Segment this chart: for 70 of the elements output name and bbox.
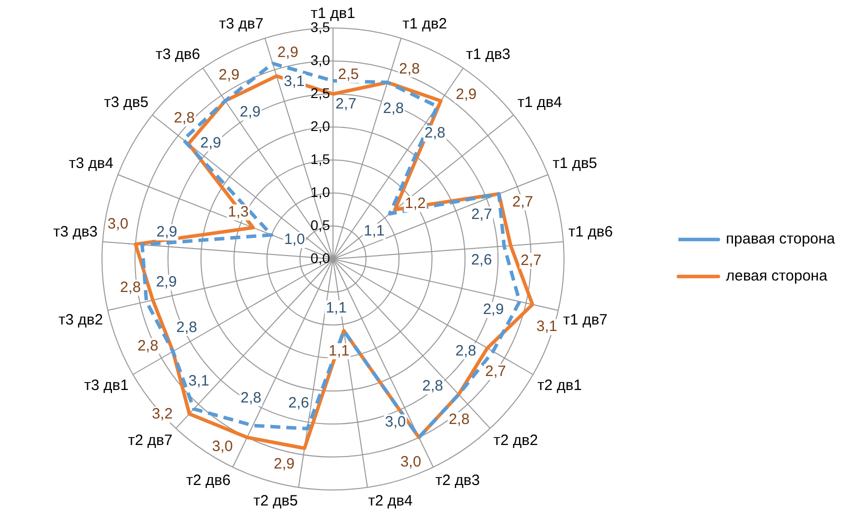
data-label: 2,6 [288,394,310,412]
data-label: 2,8 [120,278,141,296]
data-label: 1,1 [364,222,385,240]
y-tick-label: 1,5 [310,150,330,167]
spoke-label: т1 дв2 [402,16,448,33]
data-label: 2,5 [338,66,359,83]
spoke-label: т2 дв3 [435,472,480,489]
data-label: 3,1 [188,372,210,390]
y-tick-label: 3,0 [310,52,330,68]
y-tick-label: 1,0 [310,184,330,200]
data-label: 2,7 [485,363,506,380]
data-label: 3,1 [284,72,305,90]
spoke-label: т3 дв2 [58,312,103,329]
data-label: 2,8 [399,60,420,78]
data-label: 3,0 [212,438,233,455]
data-label: 1,3 [228,203,249,220]
spoke-label: т2 дв7 [128,432,172,450]
data-label: 1,0 [284,231,305,248]
data-label: 3,0 [385,414,406,431]
data-label: 1,1 [326,300,347,317]
data-label: 2,9 [156,224,178,241]
data-label: 1,2 [404,195,426,212]
spoke-label: т1 дв7 [563,312,608,329]
legend-label: правая сторона [726,230,836,248]
y-tick-label: 0,0 [310,250,330,266]
data-label: 2,8 [176,318,198,336]
spoke-label: т2 дв5 [253,492,298,510]
data-label: 2,9 [456,86,477,104]
spoke-label: т1 дв3 [466,46,510,64]
data-label: 2,9 [274,456,295,473]
data-label: 2,6 [471,251,492,268]
data-label: 2,8 [382,100,404,118]
spoke-label: т3 дв7 [218,16,264,33]
data-label: 2,7 [520,252,542,269]
y-tick-label: 0,5 [310,216,330,233]
legend-label: левая сторона [726,268,828,285]
spoke-label: т2 дв6 [186,472,231,489]
spoke-label: т2 дв1 [537,377,582,394]
spoke-label: т3 дв4 [68,154,114,172]
data-label: 3,1 [536,318,558,336]
spoke-label: т3 дв3 [53,224,98,241]
spoke-label: т2 дв4 [368,492,413,510]
data-label: 1,1 [328,342,350,360]
data-label: 2,8 [424,124,446,142]
data-label: 2,7 [512,193,534,210]
data-label: 3,0 [400,454,422,471]
data-label: 2,8 [448,411,470,428]
spoke-label: т1 дв5 [552,154,598,172]
data-label: 2,7 [336,96,356,113]
spoke-label: т1 дв6 [568,224,613,241]
data-label: 2,8 [137,337,158,354]
data-label: 2,9 [277,44,298,61]
data-label: 2,8 [422,377,444,394]
spoke-label: т1 дв4 [518,94,562,111]
data-label: 3,0 [108,216,128,233]
data-label: 2,9 [156,274,177,291]
data-label: 2,9 [240,104,261,121]
data-label: 2,8 [455,342,476,360]
spoke-label: т3 дв6 [156,46,200,64]
y-tick-label: 2,0 [310,118,330,134]
data-label: 2,9 [200,134,222,152]
data-label: 2,8 [240,389,262,406]
data-label: 2,8 [174,110,195,127]
data-label: 2,9 [218,66,240,84]
data-label: 2,9 [482,301,504,318]
spoke-label: т2 дв2 [494,432,538,450]
data-label: 3,2 [152,406,173,423]
spoke-label: т3 дв1 [84,377,129,394]
data-label: 2,7 [471,206,492,223]
spoke-label: т3 дв5 [104,94,148,111]
